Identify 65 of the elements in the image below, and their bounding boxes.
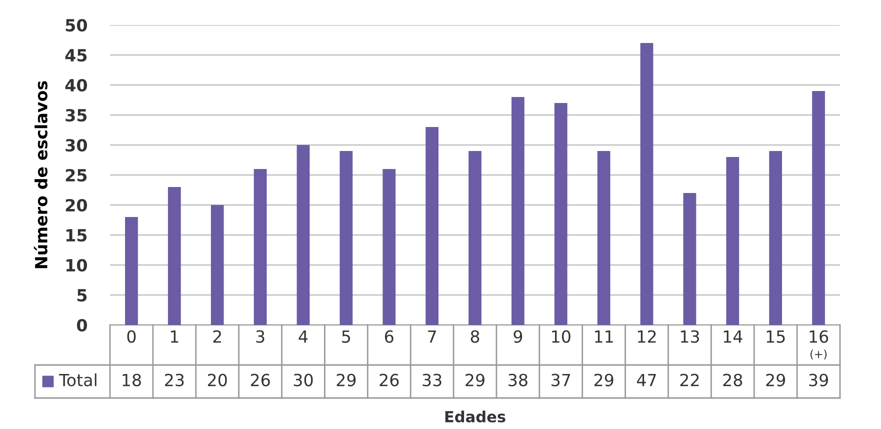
bar xyxy=(340,151,353,325)
bar xyxy=(426,127,438,325)
y-tick-label: 40 xyxy=(65,78,87,92)
y-tick-label: 35 xyxy=(66,108,87,122)
x-tick-label: 14 xyxy=(724,330,742,343)
y-tick-label: 0 xyxy=(76,318,87,332)
bar xyxy=(640,43,654,325)
y-tick-label: 45 xyxy=(65,49,87,62)
data-label: 29 xyxy=(336,374,356,386)
data-label: 38 xyxy=(508,374,528,386)
y-tick-label: 20 xyxy=(66,198,87,212)
x-tick-label: 10 xyxy=(552,330,570,343)
data-label: 18 xyxy=(122,374,141,386)
x-tick-label: 16 (+) xyxy=(810,330,828,360)
y-tick-label: 10 xyxy=(66,258,87,272)
x-tick-label: 4 xyxy=(298,330,308,343)
bar xyxy=(554,103,568,325)
data-label: 33 xyxy=(422,374,442,386)
data-label: 39 xyxy=(809,374,828,386)
y-tick-label: 25 xyxy=(66,168,87,182)
bar xyxy=(168,187,181,325)
x-tick-label: 0 xyxy=(127,330,136,343)
y-tick-label: 30 xyxy=(66,138,87,152)
x-tick-label: 5 xyxy=(342,330,350,343)
data-label: 30 xyxy=(294,374,313,386)
data-label: 26 xyxy=(250,374,270,386)
bar xyxy=(812,91,825,325)
bar xyxy=(382,169,396,325)
x-tick-label: 3 xyxy=(256,330,264,343)
x-tick-label: 1 xyxy=(170,330,178,343)
y-tick-label: 5 xyxy=(77,289,87,302)
data-label: 47 xyxy=(636,374,656,386)
data-label: 37 xyxy=(552,374,570,386)
x-tick-label: 12 xyxy=(638,330,656,343)
y-tick-label: 15 xyxy=(66,229,87,242)
y-axis-title: Número de esclavos xyxy=(34,81,48,268)
data-label: 29 xyxy=(594,374,614,386)
legend-label: Total xyxy=(58,373,96,386)
bar xyxy=(726,157,740,325)
data-label: 28 xyxy=(723,374,742,386)
x-tick-label: 9 xyxy=(514,330,522,343)
data-label: 22 xyxy=(680,374,699,386)
data-label: 29 xyxy=(466,374,484,386)
y-tick-label: 50 xyxy=(66,18,87,32)
data-label: 23 xyxy=(165,374,184,386)
x-tick-label: 6 xyxy=(384,330,394,343)
x-tick-label: 13 xyxy=(680,330,699,343)
data-label: 29 xyxy=(766,374,786,386)
x-axis-title: Edades xyxy=(445,410,506,422)
bar xyxy=(769,151,782,325)
x-tick-label: 2 xyxy=(213,330,221,343)
bar xyxy=(254,169,267,325)
x-tick-label: 11 xyxy=(595,330,613,343)
bar xyxy=(468,151,482,325)
x-tick-label: 7 xyxy=(428,330,436,343)
bar xyxy=(125,217,138,325)
bar xyxy=(512,97,524,325)
bar xyxy=(296,145,310,325)
data-label: 26 xyxy=(380,374,399,386)
data-label: 20 xyxy=(208,374,227,386)
bar xyxy=(597,151,610,325)
bar xyxy=(210,205,224,325)
x-tick-label: 8 xyxy=(470,330,480,343)
bar xyxy=(683,193,696,325)
x-tick-label: 15 xyxy=(766,330,785,343)
